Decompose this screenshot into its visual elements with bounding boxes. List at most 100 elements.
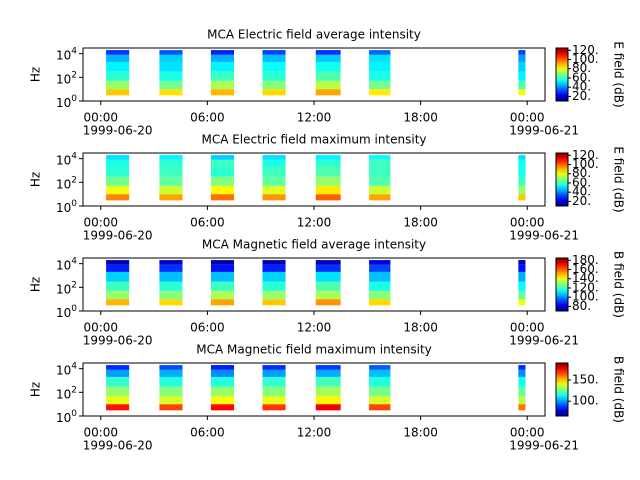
spectrogram-cell bbox=[106, 260, 130, 265]
spectrogram-cell bbox=[159, 404, 183, 411]
x-tick-label: 00:00 bbox=[510, 321, 545, 335]
spectrogram-cell bbox=[210, 194, 235, 201]
colorbar-tick-label: 120. bbox=[572, 280, 599, 294]
spectrogram-cell bbox=[369, 260, 391, 265]
spectrogram-cell bbox=[159, 194, 183, 201]
spectrogram-cell bbox=[159, 50, 183, 55]
spectrogram-cell bbox=[518, 281, 526, 291]
spectrogram-cell bbox=[518, 404, 526, 411]
spectrogram-cell bbox=[369, 50, 391, 55]
colorbar-label: E field (dB) bbox=[612, 41, 626, 107]
y-tick-label: 104 bbox=[56, 256, 77, 272]
spectrogram-cell bbox=[315, 80, 341, 90]
spectrogram-cell bbox=[369, 176, 391, 186]
colorbar-tick-label: 180. bbox=[572, 253, 599, 267]
x-date-label: 1999-06-20 bbox=[83, 439, 153, 453]
spectrogram-cell bbox=[262, 194, 286, 201]
spectrogram-cell bbox=[518, 61, 526, 72]
spectrogram-cell bbox=[210, 369, 235, 377]
spectrogram-cell bbox=[518, 376, 526, 387]
spectrogram-cell bbox=[262, 61, 286, 72]
spectrogram-cell bbox=[106, 281, 130, 291]
x-date-label: 1999-06-21 bbox=[509, 124, 579, 138]
spectrogram-cell bbox=[106, 54, 130, 62]
spectrogram-cell bbox=[369, 166, 391, 177]
spectrogram-cell bbox=[518, 54, 526, 62]
x-tick-label: 06:00 bbox=[190, 111, 225, 125]
colorbar-frame bbox=[555, 47, 569, 102]
spectrogram-cell bbox=[518, 89, 526, 96]
spectrogram-cell bbox=[262, 54, 286, 62]
colorbar-tick-label: 100. bbox=[572, 157, 599, 171]
spectrogram-cell bbox=[518, 264, 526, 272]
spectrogram-cell bbox=[369, 155, 391, 160]
spectrogram-cell bbox=[106, 50, 130, 55]
x-date-label: 1999-06-21 bbox=[509, 334, 579, 348]
x-tick-label: 00:00 bbox=[510, 111, 545, 125]
colorbar-tick-label: 60. bbox=[572, 70, 591, 84]
spectrogram-cell bbox=[262, 281, 286, 291]
axes-frame bbox=[82, 47, 546, 102]
x-tick-label: 00:00 bbox=[83, 111, 118, 125]
colorbar-tick-label: 150. bbox=[572, 372, 599, 386]
x-date-label: 1999-06-20 bbox=[83, 229, 153, 243]
spectrogram-cell bbox=[518, 260, 526, 265]
spectrogram-cell bbox=[159, 54, 183, 62]
spectrogram-cell bbox=[210, 176, 235, 186]
axes-frame bbox=[82, 257, 546, 312]
spectrogram-cell bbox=[315, 54, 341, 62]
spectrogram-cell bbox=[315, 71, 341, 81]
x-tick-label: 12:00 bbox=[297, 321, 332, 335]
colorbar-tick-label: 100. bbox=[572, 394, 599, 408]
spectrogram-cell bbox=[369, 290, 391, 300]
spectrogram-cell bbox=[210, 290, 235, 300]
spectrogram-cell bbox=[315, 404, 341, 411]
spectrogram-cell bbox=[369, 271, 391, 282]
spectrogram-cell bbox=[262, 365, 286, 370]
spectrogram-cell bbox=[262, 89, 286, 96]
spectrogram-cell bbox=[518, 166, 526, 177]
spectrogram-cell bbox=[518, 369, 526, 377]
spectrogram-cell bbox=[210, 54, 235, 62]
spectrogram-cell bbox=[369, 194, 391, 201]
spectrogram-cell bbox=[159, 281, 183, 291]
spectrogram-cell bbox=[369, 386, 391, 396]
spectrogram-cell bbox=[262, 50, 286, 55]
spectrogram-cell bbox=[369, 61, 391, 72]
y-axis-label: Hz bbox=[29, 382, 43, 397]
spectrogram-cell bbox=[315, 176, 341, 186]
spectrogram-cell bbox=[210, 155, 235, 160]
spectrogram-cell bbox=[210, 386, 235, 396]
spectrogram-cell bbox=[369, 80, 391, 90]
spectrogram-cell bbox=[369, 404, 391, 411]
spectrogram-cell bbox=[159, 386, 183, 396]
spectrogram-cell bbox=[262, 376, 286, 387]
axes-frame bbox=[82, 362, 546, 417]
spectrogram-cell bbox=[159, 155, 183, 160]
spectrogram-cell bbox=[210, 271, 235, 282]
spectrogram-cell bbox=[106, 299, 130, 306]
colorbar-tick-label: 20. bbox=[572, 194, 591, 208]
panel-title: MCA Magnetic field maximum intensity bbox=[196, 343, 432, 357]
spectrogram-cell bbox=[159, 365, 183, 370]
spectrogram-cell bbox=[159, 89, 183, 96]
x-date-label: 1999-06-21 bbox=[509, 439, 579, 453]
spectrogram-cell bbox=[106, 61, 130, 72]
colorbar-label: B field (dB) bbox=[612, 251, 626, 318]
spectrogram-cell bbox=[159, 80, 183, 90]
spectrogram-cell bbox=[518, 365, 526, 370]
spectrogram-cell bbox=[262, 290, 286, 300]
spectrogram-cell bbox=[210, 299, 235, 306]
x-date-label: 1999-06-20 bbox=[83, 124, 153, 138]
spectrogram-cell bbox=[262, 264, 286, 272]
spectrogram-cell bbox=[106, 376, 130, 387]
colorbar-label: B field (dB) bbox=[612, 356, 626, 423]
spectrogram-cell bbox=[518, 271, 526, 282]
spectrogram-cell bbox=[518, 386, 526, 396]
spectrogram-cell bbox=[369, 185, 391, 195]
x-tick-label: 18:00 bbox=[403, 216, 438, 230]
spectrogram-cell bbox=[315, 290, 341, 300]
spectrogram-cell bbox=[518, 176, 526, 186]
spectrogram-cell bbox=[315, 260, 341, 265]
